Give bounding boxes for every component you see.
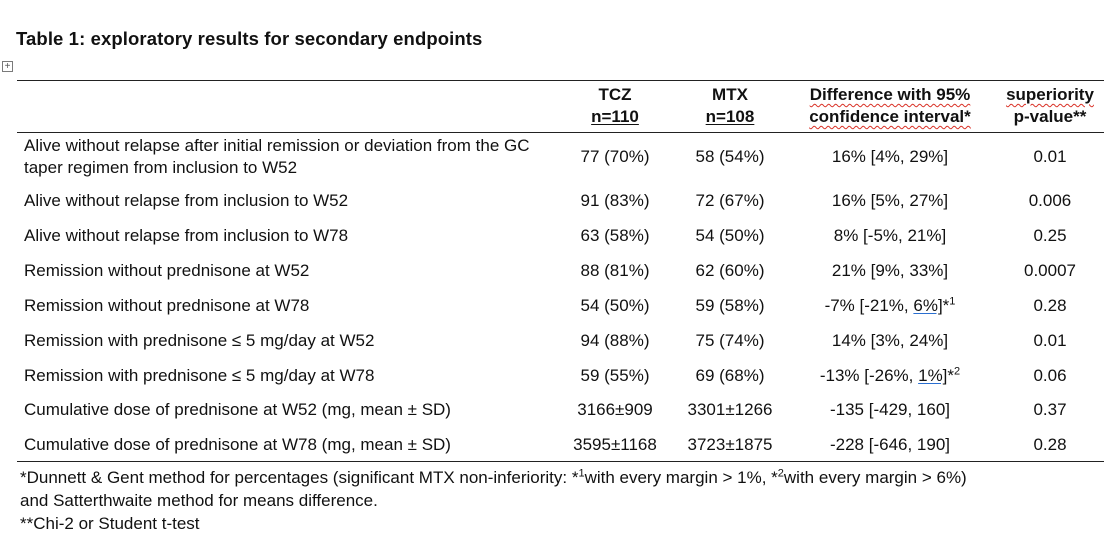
row-pvalue: 0.0007 — [1024, 261, 1076, 280]
row-tcz: 94 (88%) — [580, 331, 650, 350]
header-mtx-n: n=108 — [705, 107, 755, 126]
row-diff: 16% [5%, 27%] — [831, 191, 949, 210]
header-difference: Difference with 95% confidence interval* — [790, 84, 990, 128]
header-tcz-name: TCZ — [598, 85, 632, 104]
row-diff-footnote-ref: 2 — [954, 365, 961, 378]
table-top-rule — [17, 80, 1104, 81]
row-pvalue: 0.01 — [1033, 331, 1067, 350]
footnote-sup: 1 — [578, 467, 585, 480]
row-diff-footnote-ref: 1 — [949, 295, 956, 308]
row-pvalue: 0.37 — [1033, 400, 1067, 419]
row-pvalue: 0.06 — [1033, 366, 1067, 385]
row-mtx: 59 (58%) — [695, 296, 765, 315]
row-diff: -228 [-646, 190] — [829, 435, 951, 454]
row-diff: -135 [-429, 160] — [829, 400, 951, 419]
row-label: Alive without relapse after initial remi… — [24, 136, 530, 177]
row-diff-upper: 1%] — [918, 366, 948, 385]
header-diff-line1: Difference with 95% — [809, 85, 971, 104]
table-title: Table 1: exploratory results for seconda… — [16, 28, 483, 49]
row-tcz: 3595±1168 — [573, 435, 657, 454]
row-diff: 8% [-5%, 21%] — [833, 226, 947, 245]
footnote-line3: **Chi-2 or Student t-test — [20, 514, 200, 533]
row-mtx: 75 (74%) — [695, 331, 765, 350]
row-mtx: 3723±1875 — [687, 435, 773, 454]
row-diff-star: * — [947, 366, 955, 385]
row-mtx: 72 (67%) — [695, 191, 765, 210]
row-mtx: 69 (68%) — [695, 366, 765, 385]
header-tcz: TCZ n=110 — [560, 84, 670, 128]
row-pvalue: 0.01 — [1033, 147, 1067, 166]
row-label: Remission without prednisone at W78 — [24, 296, 310, 315]
row-label: Remission with prednisone ≤ 5 mg/day at … — [24, 366, 375, 385]
row-mtx: 62 (60%) — [695, 261, 765, 280]
header-superiority: superiority p-value** — [990, 84, 1110, 128]
row-tcz: 63 (58%) — [580, 226, 650, 245]
footnote-text: with every margin > 6%) — [783, 468, 967, 487]
row-diff-main: -13% [-26%, — [819, 366, 919, 385]
footnote-line1: *Dunnett & Gent method for percentages (… — [20, 467, 967, 489]
row-diff: 16% [4%, 29%] — [831, 147, 949, 166]
row-tcz: 88 (81%) — [580, 261, 650, 280]
footnote-text: with every margin > 1%, * — [584, 468, 778, 487]
table-header-rule — [17, 132, 1104, 133]
header-sup-line1: superiority — [1006, 85, 1094, 104]
table-bottom-rule — [17, 461, 1104, 462]
row-label: Alive without relapse from inclusion to … — [24, 191, 349, 210]
footnote-line2: and Satterthwaite method for means diffe… — [20, 491, 378, 510]
row-label: Alive without relapse from inclusion to … — [24, 226, 349, 245]
row-tcz: 54 (50%) — [580, 296, 650, 315]
row-diff: 14% [3%, 24%] — [831, 331, 949, 350]
row-mtx: 54 (50%) — [695, 226, 765, 245]
row-label: Remission with prednisone ≤ 5 mg/day at … — [24, 331, 375, 350]
row-pvalue: 0.006 — [1028, 191, 1072, 210]
row-tcz: 59 (55%) — [580, 366, 650, 385]
header-sup-line2: p-value** — [1013, 107, 1087, 126]
row-pvalue: 0.28 — [1033, 435, 1067, 454]
row-diff: -7% [-21%, 6%]*1 — [790, 295, 990, 317]
row-diff-star: * — [942, 296, 950, 315]
row-pvalue: 0.25 — [1033, 226, 1067, 245]
header-diff-line2: confidence interval* — [809, 107, 971, 126]
row-label: Remission without prednisone at W52 — [24, 261, 310, 280]
row-label: Cumulative dose of prednisone at W52 (mg… — [24, 400, 451, 419]
footnote-sup: 2 — [777, 467, 784, 480]
row-tcz: 91 (83%) — [580, 191, 650, 210]
footnote-text: *Dunnett & Gent method for percentages (… — [20, 468, 579, 487]
row-tcz: 3166±909 — [577, 400, 653, 419]
header-tcz-n: n=110 — [591, 107, 639, 126]
row-diff: 21% [9%, 33%] — [831, 261, 949, 280]
row-diff: -13% [-26%, 1%]*2 — [790, 365, 990, 387]
row-label: Cumulative dose of prednisone at W78 (mg… — [24, 435, 451, 454]
table-move-handle-icon[interactable]: + — [2, 61, 13, 72]
header-mtx: MTX n=108 — [670, 84, 790, 128]
row-diff-main: -7% [-21%, — [824, 296, 914, 315]
row-diff-upper: 6%] — [913, 296, 943, 315]
row-mtx: 58 (54%) — [695, 147, 765, 166]
header-mtx-name: MTX — [712, 85, 748, 104]
row-pvalue: 0.28 — [1033, 296, 1067, 315]
row-mtx: 3301±1266 — [687, 400, 773, 419]
row-tcz: 77 (70%) — [580, 147, 650, 166]
